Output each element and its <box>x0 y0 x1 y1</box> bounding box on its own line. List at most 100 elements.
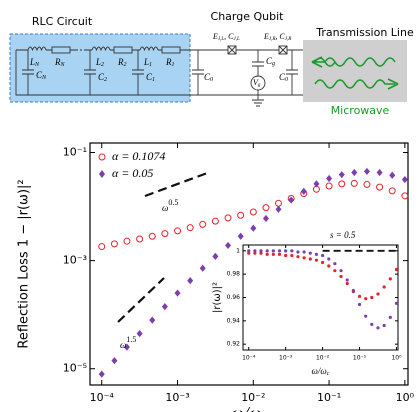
point <box>199 264 206 272</box>
point <box>338 180 346 188</box>
svg-text:EJ,R, CJ,R: EJ,R, CJ,R <box>263 32 291 42</box>
point <box>174 227 182 235</box>
annotation: ω0.5 <box>162 198 178 213</box>
x-tick-label: 10⁻⁴ <box>242 355 256 362</box>
point <box>284 249 288 253</box>
label: L <box>95 57 101 67</box>
annotation-sup: 0.5 <box>168 198 178 207</box>
point <box>247 251 251 255</box>
y-tick-label: 10⁻³ <box>63 254 87 267</box>
svg-text:Vg: Vg <box>253 78 261 88</box>
point <box>308 257 312 261</box>
x-axis-label-sub: c <box>327 371 330 377</box>
y-tick-label: 0.98 <box>227 271 241 278</box>
label: R <box>165 57 172 67</box>
x-tick-label: 10⁻² <box>316 355 330 362</box>
point <box>388 277 392 281</box>
point <box>326 174 333 183</box>
point <box>382 323 386 328</box>
point <box>401 192 409 200</box>
point <box>351 290 355 294</box>
point <box>363 180 371 188</box>
label-sub: N <box>34 62 40 68</box>
point <box>250 224 257 232</box>
point <box>302 256 306 260</box>
point <box>247 249 251 253</box>
rlc-box <box>9 33 191 103</box>
point <box>275 205 282 213</box>
point <box>401 175 408 184</box>
point <box>389 171 396 179</box>
point <box>364 314 368 318</box>
label: C <box>98 72 105 82</box>
x-tick-label: 10⁻³ <box>279 355 293 362</box>
x-tick-label: 10⁰ <box>396 391 415 404</box>
point <box>313 180 320 188</box>
component-labels: LN RN CN L2 C2 R2 L1 C1 R1 C0 EJ,L, CJ,L… <box>29 32 291 88</box>
label-sub: N <box>41 75 47 81</box>
svg-text:R1: R1 <box>165 57 175 68</box>
label-sub: 0 <box>210 77 213 83</box>
point <box>370 322 374 326</box>
point <box>259 249 263 253</box>
label-sub: g <box>258 83 261 88</box>
point <box>265 252 269 256</box>
point <box>199 220 207 228</box>
point <box>327 264 331 268</box>
svg-text:L2: L2 <box>95 57 104 68</box>
point <box>148 232 156 240</box>
svg-text:C0: C0 <box>204 72 213 83</box>
point <box>388 187 396 195</box>
point <box>357 302 362 307</box>
annotation: s = 0.5 <box>330 230 356 240</box>
y-tick-label: 1 <box>236 247 240 254</box>
svg-text:Cg: Cg <box>266 56 275 67</box>
point <box>161 230 169 238</box>
point <box>211 217 219 225</box>
point <box>300 187 307 195</box>
point <box>149 316 156 324</box>
point <box>224 214 232 222</box>
annotation-sup: 1.5 <box>126 335 136 344</box>
point <box>339 274 343 279</box>
x-tick-label: 10⁻⁴ <box>90 391 115 404</box>
point <box>296 255 300 259</box>
point <box>265 249 269 253</box>
label-sub: 0 <box>285 77 288 83</box>
label: V <box>253 78 259 87</box>
qubit-title: Charge Qubit <box>211 10 285 23</box>
legend-marker <box>98 153 106 161</box>
label: E <box>263 32 269 41</box>
point <box>237 232 244 240</box>
tl-title: Transmission Line <box>315 26 414 39</box>
annotation: ω1.5 <box>120 335 136 350</box>
point <box>271 249 275 253</box>
point <box>345 278 349 282</box>
label-sub: J,L <box>218 37 224 42</box>
point <box>376 292 380 296</box>
slope-guide <box>144 170 211 198</box>
label: R <box>117 57 124 67</box>
point <box>277 249 282 253</box>
point <box>262 214 269 223</box>
label-sub: g <box>272 61 275 67</box>
point <box>302 250 306 254</box>
svg-text:C2: C2 <box>98 72 107 83</box>
point <box>333 269 337 273</box>
x-tick-label: 10⁰ <box>391 355 402 362</box>
svg-text:EJ,L, CJ,L: EJ,L, CJ,L <box>212 32 240 42</box>
label: C <box>204 72 211 82</box>
y-axis-label: Reflection Loss 1 − |r(ω)|² <box>17 179 32 348</box>
x-tick-label: 10⁻¹ <box>317 391 341 404</box>
label-sub: 2 <box>124 62 127 68</box>
label: C <box>146 72 153 82</box>
point <box>314 252 319 256</box>
x-axis-label-main: ω/ω <box>231 403 261 412</box>
point <box>320 253 325 258</box>
point <box>325 182 333 190</box>
label-sub: 2 <box>101 62 104 68</box>
point <box>212 252 219 260</box>
label: R <box>54 57 61 67</box>
